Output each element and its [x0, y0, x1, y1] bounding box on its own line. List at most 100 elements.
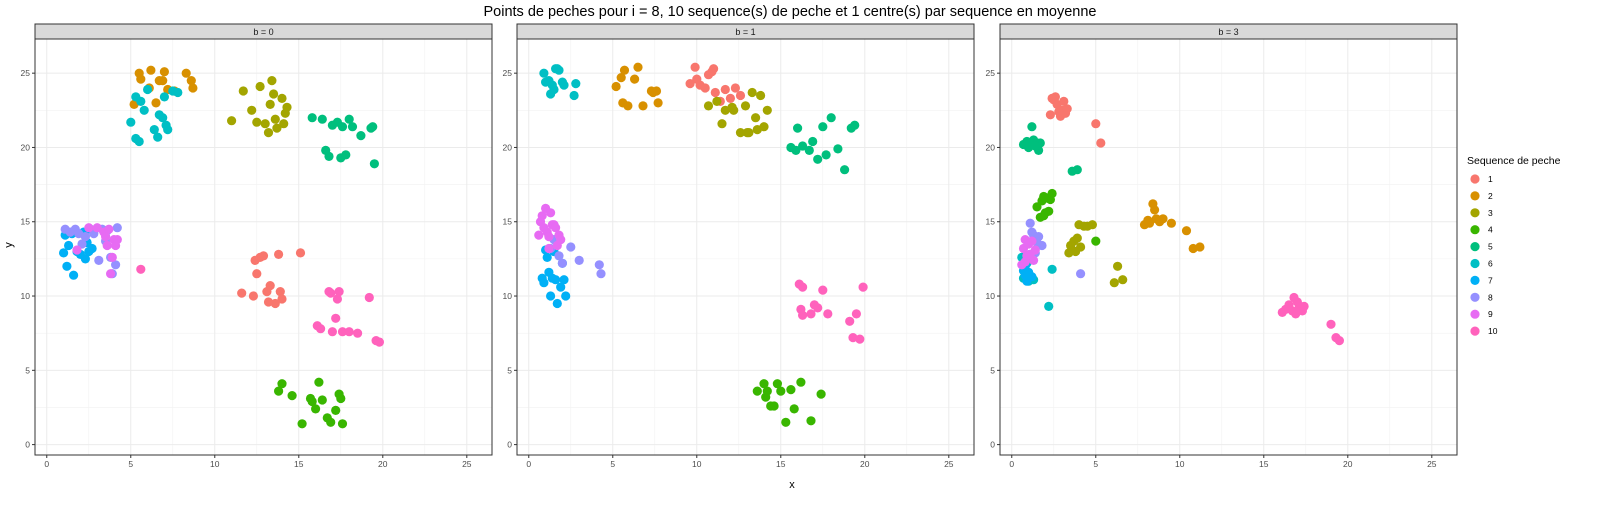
- data-point: [72, 245, 82, 255]
- data-point: [1037, 240, 1047, 251]
- y-tick-label: 15: [986, 217, 996, 227]
- x-tick-label: 5: [1093, 459, 1098, 469]
- data-point: [331, 313, 341, 323]
- data-point: [1299, 301, 1309, 311]
- data-point: [619, 65, 630, 75]
- data-point: [326, 417, 336, 427]
- data-point: [730, 83, 741, 93]
- data-point: [275, 287, 285, 297]
- panel-border: [34, 38, 493, 456]
- series-seq-4: [752, 377, 826, 427]
- data-point: [712, 96, 722, 106]
- data-point: [238, 86, 248, 96]
- data-point: [112, 235, 122, 245]
- data-point: [596, 269, 606, 279]
- series-seq-9: [1017, 235, 1040, 270]
- legend-key: [1470, 309, 1480, 319]
- data-point: [316, 324, 326, 334]
- legend-entries: 1 2 3 4 5 6 7 8 9 10: [1470, 174, 1498, 336]
- data-point: [1334, 336, 1344, 346]
- series-seq-6: [126, 84, 183, 147]
- data-point: [263, 128, 274, 138]
- data-point: [616, 73, 626, 83]
- data-point: [280, 108, 290, 118]
- data-point: [347, 122, 358, 132]
- data-point: [1143, 215, 1153, 225]
- data-point: [559, 80, 569, 90]
- data-point: [307, 396, 317, 407]
- data-point: [772, 379, 783, 389]
- data-point: [163, 125, 173, 135]
- data-point: [62, 261, 72, 271]
- legend-key: [1470, 174, 1480, 184]
- legend-label: 8: [1488, 292, 1493, 302]
- data-point: [364, 292, 374, 303]
- data-point: [544, 232, 554, 242]
- data-point: [297, 419, 307, 429]
- data-point: [769, 401, 779, 411]
- data-point: [542, 252, 552, 262]
- data-point: [1044, 206, 1054, 216]
- data-point: [1059, 96, 1069, 106]
- series-seq-4: [1032, 188, 1101, 246]
- data-point: [317, 114, 327, 124]
- data-point: [552, 298, 562, 309]
- data-point: [1326, 319, 1336, 329]
- data-point: [80, 232, 90, 242]
- data-point: [94, 255, 104, 265]
- y-tick-label: 15: [503, 217, 513, 227]
- series-seq-4: [274, 377, 348, 429]
- data-point: [776, 386, 786, 396]
- data-point: [633, 62, 643, 72]
- data-point: [136, 264, 146, 274]
- data-point: [638, 101, 648, 111]
- data-point: [720, 84, 730, 95]
- data-point: [806, 309, 816, 319]
- data-point: [796, 377, 806, 387]
- legend-key: [1470, 275, 1480, 285]
- data-point: [317, 395, 327, 405]
- data-point: [808, 136, 818, 147]
- data-point: [544, 243, 554, 254]
- data-point: [700, 83, 710, 93]
- data-point: [1158, 214, 1168, 224]
- data-point: [1076, 269, 1086, 279]
- legend-key: [1470, 191, 1480, 201]
- data-point: [566, 242, 576, 252]
- data-point: [1030, 141, 1040, 151]
- data-point: [186, 76, 196, 86]
- data-point: [287, 391, 297, 401]
- data-point: [789, 404, 799, 414]
- data-point: [703, 101, 714, 111]
- data-point: [307, 113, 317, 123]
- data-point: [547, 273, 557, 283]
- data-point: [574, 255, 584, 265]
- series-seq-1: [685, 62, 746, 106]
- series-seq-3: [703, 87, 772, 138]
- data-point: [690, 62, 700, 72]
- data-point: [80, 254, 90, 264]
- legend-entry-3: 3: [1470, 208, 1493, 218]
- series-seq-9: [534, 203, 566, 254]
- data-point: [1076, 242, 1086, 252]
- data-point: [173, 87, 183, 98]
- x-tick-label: 15: [1259, 459, 1269, 469]
- data-point: [569, 90, 579, 101]
- data-point: [534, 230, 544, 240]
- x-tick-label: 25: [462, 459, 472, 469]
- data-point: [107, 252, 117, 262]
- series-seq-1: [1045, 92, 1106, 148]
- data-point: [337, 419, 348, 429]
- data-point: [1027, 236, 1037, 246]
- y-tick-label: 10: [503, 291, 513, 301]
- legend-key: [1470, 242, 1480, 252]
- data-point: [265, 99, 275, 109]
- panel-border: [516, 38, 975, 456]
- data-point: [277, 93, 287, 103]
- data-point: [136, 74, 146, 84]
- data-point: [826, 113, 836, 123]
- data-point: [556, 282, 566, 292]
- legend-entry-4: 4: [1470, 225, 1493, 235]
- x-tick-label: 10: [692, 459, 702, 469]
- y-tick-label: 10: [21, 291, 31, 301]
